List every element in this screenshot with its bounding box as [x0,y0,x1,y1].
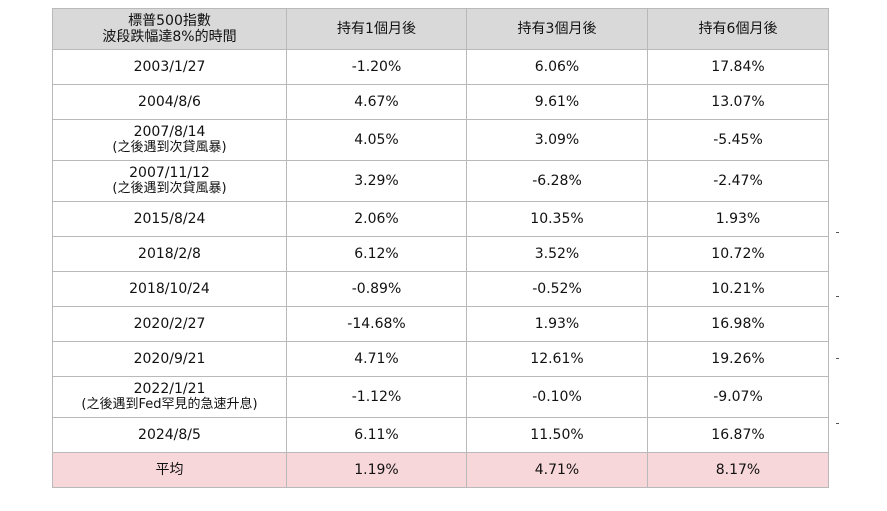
return-m1-cell: 3.29% [286,160,467,202]
column-header: 標普500指數 波段跌幅達8%的時間 [52,8,287,50]
table-row: 2007/11/12 (之後遇到次貸風暴) 3.29% -6.28% -2.47% [52,160,829,202]
return-m1-cell: -0.89% [286,271,467,307]
average-m6-cell: 8.17% [647,452,829,488]
return-m3-cell: 3.52% [466,236,648,272]
table-row: 2020/2/27 -14.68% 1.93% 16.98% [52,306,829,342]
date-note: (之後遇到次貸風暴) [112,181,227,196]
return-m6-cell: 10.72% [647,236,829,272]
edge-mark [836,296,839,297]
return-m3-cell: 1.93% [466,306,648,342]
date-cell: 2018/10/24 [52,271,287,307]
return-m6-cell: 19.26% [647,341,829,377]
date-note: (之後遇到Fed罕見的急速升息) [81,397,258,412]
table-row: 2022/1/21 (之後遇到Fed罕見的急速升息) -1.12% -0.10% -9.… [52,376,829,418]
date-note: (之後遇到次貸風暴) [112,140,227,155]
date-cell: 2015/8/24 [52,201,287,237]
column-header-line: 持有6個月後 [698,21,778,37]
date-text: 2024/8/5 [138,427,201,443]
return-m1-cell: 4.71% [286,341,467,377]
average-m3-cell: 4.71% [466,452,648,488]
date-text: 2004/8/6 [138,94,201,110]
table-row: 2024/8/5 6.11% 11.50% 16.87% [52,417,829,453]
date-cell: 2020/2/27 [52,306,287,342]
table-body: 2003/1/27 -1.20% 6.06% 17.84% 2004/8/6 4.67% 9… [52,49,829,488]
return-m6-cell: -9.07% [647,376,829,418]
return-m6-cell: 10.21% [647,271,829,307]
date-cell: 2007/11/12 (之後遇到次貸風暴) [52,160,287,202]
column-header-line: 標普500指數 [128,13,211,29]
date-text: 2018/10/24 [129,281,210,297]
date-cell: 2003/1/27 [52,49,287,85]
average-m1-cell: 1.19% [286,452,467,488]
date-text: 2003/1/27 [133,59,206,75]
return-m1-cell: 6.12% [286,236,467,272]
table-row: 2007/8/14 (之後遇到次貸風暴) 4.05% 3.09% -5.45% [52,119,829,161]
date-text: 2020/9/21 [133,351,206,367]
date-text: 2015/8/24 [133,211,206,227]
date-text: 2018/2/8 [138,246,201,262]
date-cell: 2004/8/6 [52,84,287,120]
edge-mark [836,423,839,424]
return-m3-cell: 6.06% [466,49,648,85]
date-text: 2007/8/14 [133,124,206,140]
return-m3-cell: 10.35% [466,201,648,237]
average-label: 平均 [52,452,287,488]
edge-mark [836,358,839,359]
date-cell: 2018/2/8 [52,236,287,272]
table-row: 2004/8/6 4.67% 9.61% 13.07% [52,84,829,120]
column-header: 持有6個月後 [647,8,829,50]
table-header: 標普500指數 波段跌幅達8%的時間 持有1個月後 持有3個月後 持有6個月後 [52,8,829,50]
date-cell: 2007/8/14 (之後遇到次貸風暴) [52,119,287,161]
column-header-line: 波段跌幅達8%的時間 [102,29,237,45]
table-row: 2018/2/8 6.12% 3.52% 10.72% [52,236,829,272]
return-m6-cell: 16.98% [647,306,829,342]
date-text: 2020/2/27 [133,316,206,332]
return-m3-cell: 3.09% [466,119,648,161]
table-row: 2018/10/24 -0.89% -0.52% 10.21% [52,271,829,307]
header-row: 標普500指數 波段跌幅達8%的時間 持有1個月後 持有3個月後 持有6個月後 [52,8,829,50]
return-m6-cell: -5.45% [647,119,829,161]
return-m6-cell: 13.07% [647,84,829,120]
return-m3-cell: 12.61% [466,341,648,377]
return-m3-cell: -0.52% [466,271,648,307]
column-header: 持有1個月後 [286,8,467,50]
return-m1-cell: -1.12% [286,376,467,418]
date-cell: 2022/1/21 (之後遇到Fed罕見的急速升息) [52,376,287,418]
edge-mark [836,232,839,233]
table-row: 2020/9/21 4.71% 12.61% 19.26% [52,341,829,377]
return-m1-cell: -14.68% [286,306,467,342]
column-header-line: 持有1個月後 [337,21,416,37]
date-cell: 2024/8/5 [52,417,287,453]
return-m6-cell: 16.87% [647,417,829,453]
return-m3-cell: 9.61% [466,84,648,120]
return-m3-cell: 11.50% [466,417,648,453]
return-m6-cell: 17.84% [647,49,829,85]
return-m6-cell: 1.93% [647,201,829,237]
return-m3-cell: -0.10% [466,376,648,418]
date-text: 2022/1/21 [133,381,206,397]
average-row: 平均 1.19% 4.71% 8.17% [52,452,829,488]
return-m1-cell: 4.67% [286,84,467,120]
return-m1-cell: 4.05% [286,119,467,161]
return-m1-cell: 2.06% [286,201,467,237]
sp500-drawdown-table: 標普500指數 波段跌幅達8%的時間 持有1個月後 持有3個月後 持有6個月後 2003… [52,8,829,488]
return-m3-cell: -6.28% [466,160,648,202]
return-m1-cell: -1.20% [286,49,467,85]
return-m6-cell: -2.47% [647,160,829,202]
return-m1-cell: 6.11% [286,417,467,453]
table-row: 2003/1/27 -1.20% 6.06% 17.84% [52,49,829,85]
date-cell: 2020/9/21 [52,341,287,377]
column-header-line: 持有3個月後 [517,21,597,37]
table-row: 2015/8/24 2.06% 10.35% 1.93% [52,201,829,237]
column-header: 持有3個月後 [466,8,648,50]
date-text: 2007/11/12 [129,165,210,181]
